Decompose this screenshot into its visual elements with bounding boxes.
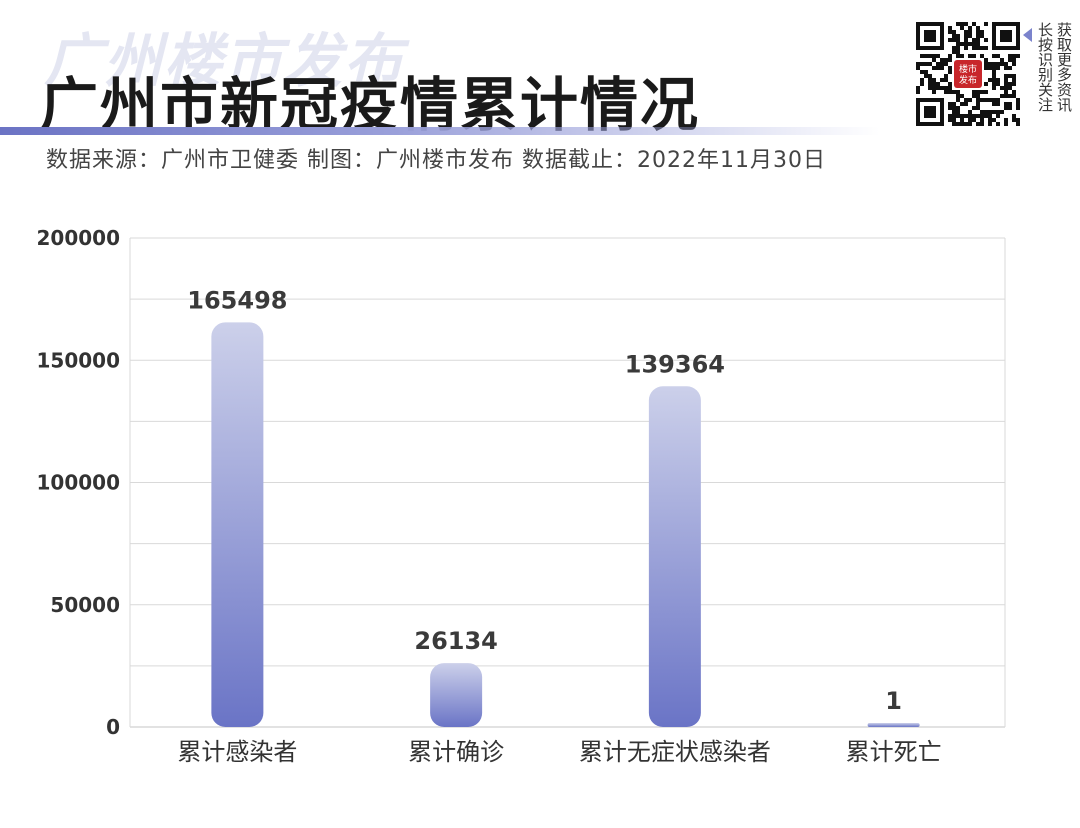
- x-tick-label: 累计无症状感染者: [579, 738, 771, 766]
- title-underline: [0, 127, 880, 135]
- data-label: 139364: [625, 350, 725, 378]
- y-tick-label: 0: [106, 715, 120, 739]
- bar-2: [648, 386, 701, 727]
- qr-caption: 长按识别关注 获取更多资讯: [1036, 22, 1073, 112]
- x-tick-label: 累计感染者: [177, 738, 297, 766]
- bar-3: [867, 723, 920, 727]
- data-label: 26134: [414, 627, 498, 655]
- qr-caption-col1: 长按识别关注: [1036, 22, 1054, 112]
- y-tick-label: 200000: [37, 226, 121, 250]
- bar-0: [211, 322, 264, 727]
- data-label: 1: [885, 687, 902, 715]
- source-subtitle: 数据来源：广州市卫健委 制图：广州楼市发布 数据截止：2022年11月30日: [46, 148, 826, 173]
- qr-pointer-icon: [1023, 28, 1032, 42]
- data-label: 165498: [187, 286, 287, 314]
- watermark-text: 广州楼市发布: [44, 27, 405, 95]
- qr-code-icon[interactable]: 楼市 发布: [916, 22, 1020, 126]
- qr-center-label-top: 楼市: [959, 63, 977, 75]
- qr-caption-col2: 获取更多资讯: [1055, 22, 1073, 112]
- y-tick-label: 150000: [37, 348, 121, 372]
- bar-1: [430, 663, 483, 727]
- y-tick-label: 50000: [50, 593, 120, 617]
- x-tick-label: 累计确诊: [408, 738, 504, 766]
- qr-center-label-bottom: 发布: [959, 74, 977, 86]
- y-tick-label: 100000: [37, 471, 121, 495]
- x-tick-label: 累计死亡: [846, 738, 942, 766]
